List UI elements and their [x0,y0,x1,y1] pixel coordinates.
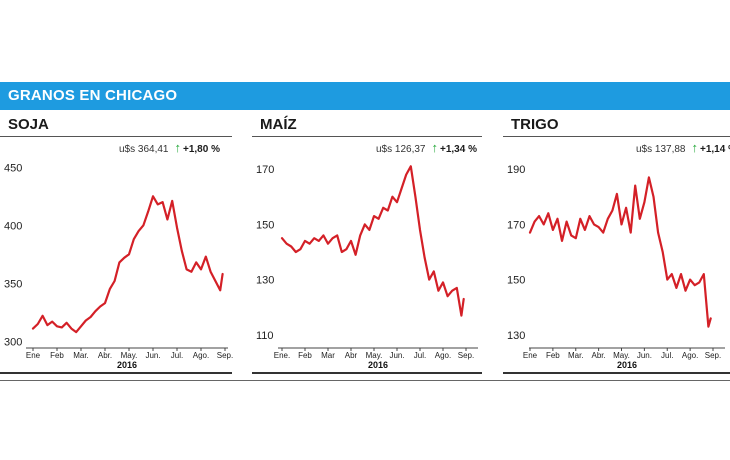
section-title: GRANOS EN CHICAGO [8,87,178,104]
year-label: 2016 [117,360,137,370]
arrow-up-icon: ↑ [174,140,182,155]
y-tick-label: 400 [4,220,22,232]
axis-footer-line [252,372,482,374]
x-tick-label: Sep. [458,351,474,360]
line-chart-soja: 300 350 400 450 Ene Feb Mar. Abr. May. Jun. Jul. Ag… [4,162,233,370]
x-tick-label: Ene [523,351,538,360]
y-tick-label: 300 [4,336,22,348]
x-tick-label: Ene. [274,351,290,360]
x-tick-label: Jul. [171,351,183,360]
y-tick-label: 150 [507,275,525,287]
x-tick-label: Mar. [73,351,89,360]
x-tick-label: Abr [345,351,358,360]
x-tick-label: Feb [50,351,64,360]
x-tick-label: Ago. [193,351,209,360]
y-tick-label: 130 [256,275,274,287]
y-tick-label: 150 [256,219,274,231]
y-tick-label: 170 [256,164,274,176]
x-tick-label: Mar. [568,351,584,360]
y-tick-label: 110 [256,330,274,342]
line-chart-trigo: 130 150 170 190 Ene Feb Mar. Abr. May. Jun. Jul. Ag… [507,164,725,370]
series-line [528,176,712,328]
x-tick-label: Feb [546,351,560,360]
x-tick-label: Feb [298,351,312,360]
price-readout: u$s 126,37 ↑ +1,34 % [376,140,477,155]
chart-panel-trigo: TRIGO u$s 137,88 ↑+1,14 % 130 150 170 190 Ene… [503,110,730,382]
price-readout: u$s 364,41 ↑ +1,80 % [119,140,220,155]
arrow-up-icon: ↑ [431,140,439,155]
x-tick-label: Jul. [661,351,673,360]
chart-title: SOJA [8,116,49,133]
chart-title: TRIGO [511,116,559,133]
year-label: 2016 [617,360,637,370]
price-change: +1,14 % [700,144,730,155]
price-change: +1,80 % [183,144,220,155]
line-chart-maiz: 110 130 150 170 Ene. Feb Mar Abr May. Jun. Jul. Ago… [256,164,478,370]
price-value: u$s 126,37 [376,144,426,155]
x-tick-label: Mar [321,351,335,360]
series-line [31,195,224,334]
x-tick-label: May. [121,351,138,360]
x-tick-label: Jun. [389,351,404,360]
price-value: u$s 137,88 [636,144,686,155]
x-tick-label: Jul. [414,351,426,360]
x-tick-label: May. [366,351,383,360]
chart-panel-soja: SOJA u$s 364,41 ↑ +1,80 % 300 350 400 450 Ene F… [0,110,233,382]
x-tick-label: Abr. [98,351,112,360]
divider [503,136,730,137]
price-change: +1,34 % [440,144,477,155]
chart-panel-maiz: MAÍZ u$s 126,37 ↑ +1,34 % 110 130 150 170 Ene.… [252,110,482,382]
x-tick-label: May. [613,351,630,360]
price-readout: u$s 137,88 ↑+1,14 % [636,140,730,155]
y-tick-label: 170 [507,219,525,231]
x-tick-label: Ago. [682,351,698,360]
y-tick-label: 450 [4,162,22,174]
x-tick-label: Jun. [145,351,160,360]
x-tick-label: Sep. [705,351,721,360]
section-banner: GRANOS EN CHICAGO [0,82,730,110]
series-line [280,165,465,317]
divider [0,136,232,137]
y-tick-label: 190 [507,164,525,176]
arrow-up-icon: ↑ [691,140,699,155]
axis-footer-line [0,372,232,374]
axis-footer-line [503,372,730,374]
x-tick-label: Abr. [592,351,606,360]
x-tick-label: Ene [26,351,41,360]
bottom-rule [0,380,730,381]
price-value: u$s 364,41 [119,144,169,155]
x-tick-label: Sep. [217,351,233,360]
year-label: 2016 [368,360,388,370]
y-tick-label: 350 [4,278,22,290]
x-tick-label: Ago. [435,351,451,360]
chart-title: MAÍZ [260,116,297,133]
y-tick-label: 130 [507,330,525,342]
x-tick-label: Jun. [637,351,652,360]
divider [252,136,482,137]
